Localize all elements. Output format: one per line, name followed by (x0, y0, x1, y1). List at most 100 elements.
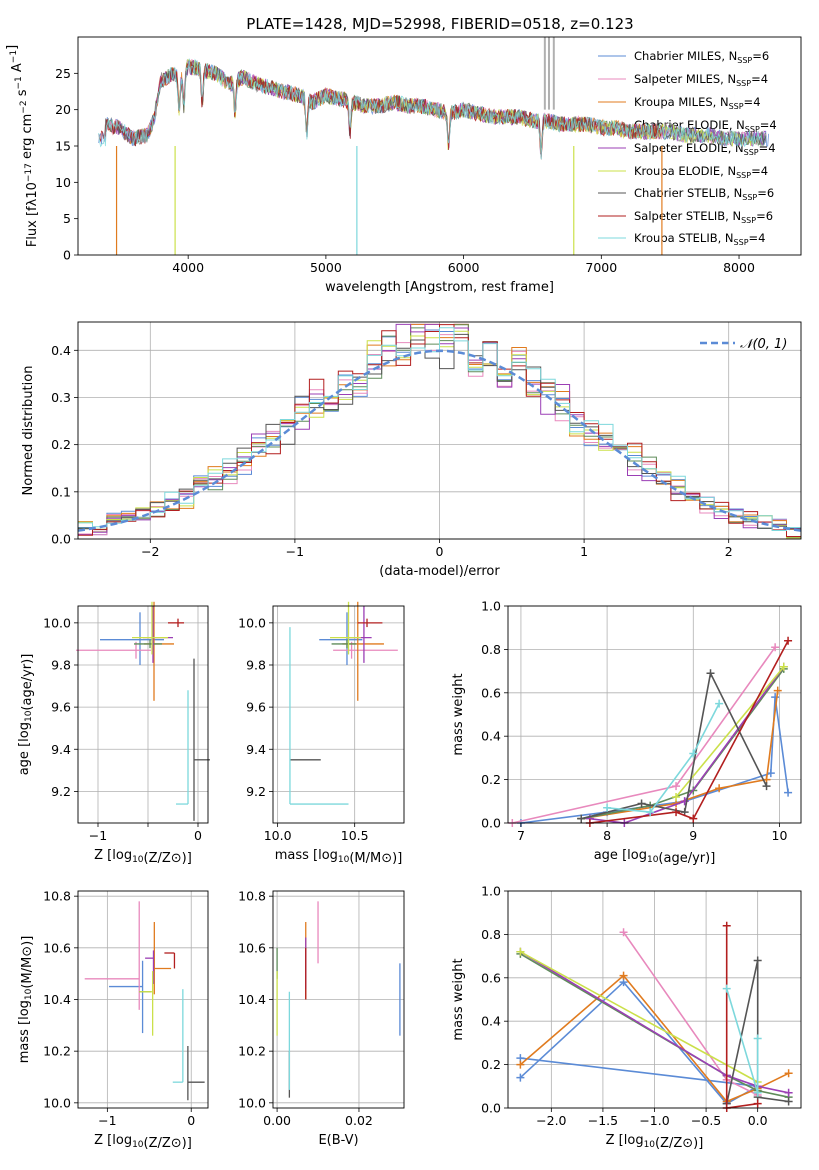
weight-point-marker (715, 784, 724, 793)
x-tick-label: −2.0 (536, 1113, 566, 1128)
legend-label: Chabrier STELIB, NSSP=6 (634, 186, 774, 202)
weight-point-marker (784, 788, 793, 797)
weight-point-marker (672, 808, 681, 817)
normal-curve-label: 𝒩(0, 1) (740, 337, 787, 352)
x-tick-label: −1.0 (639, 1113, 669, 1128)
legend-entry: Salpeter MILES, NSSP=4 (598, 72, 768, 88)
weight-point-marker (753, 956, 762, 965)
age-vs-Z-axes: −1 0 9.2 9.4 9.6 9.8 10.0 Z [log10(Z/Z⊙)] age [l… (17, 605, 209, 866)
weight-point-marker (753, 1034, 762, 1043)
y-tick-label: 10.0 (238, 615, 266, 630)
y-tick-label: 10.0 (43, 1095, 71, 1110)
legend-entry: Salpeter STELIB, NSSP=6 (598, 209, 773, 225)
legend-label: Salpeter ELODIE, NSSP=4 (634, 141, 776, 157)
weight-point-marker (715, 699, 724, 708)
y-tick-label: 0.6 (481, 970, 501, 985)
x-tick-label: 1 (580, 544, 588, 559)
x-tick-label: 9 (689, 828, 697, 843)
residual-histogram (78, 327, 801, 531)
x-tick-label: 6000 (448, 260, 480, 275)
weight-point-marker (753, 1099, 762, 1108)
x-axis-label: age [log10(age/yr)] (594, 848, 716, 866)
x-axis-label: (data-model)/error (379, 564, 500, 579)
y-tick-label: 0.0 (481, 1101, 501, 1116)
weight-point-marker (577, 814, 586, 823)
figure-title: PLATE=1428, MJD=52998, FIBERID=0518, z=0… (246, 15, 633, 33)
mass-vs-EBV-axes: 0.00 0.02 10.0 10.2 10.4 10.6 10.8 E(B-V) (238, 889, 405, 1148)
legend-entry: Chabrier STELIB, NSSP=6 (598, 186, 774, 202)
weight-series-line (675, 666, 785, 798)
y-tick-label: 20 (55, 102, 71, 117)
x-tick-label: 8000 (723, 260, 755, 275)
weight-point-marker (672, 782, 681, 791)
weight-point-marker (771, 643, 780, 652)
massweight-vs-age-axes: 7 8 9 10 0.0 0.2 0.4 0.6 0.8 1.0 age [log10(age/yr… (451, 599, 802, 866)
massweight-vs-Z-axes: −2.0 −1.5 −1.0 −0.5 0.0 0.0 0.2 0.4 0.6 0.8 1.0 Z [… (451, 884, 802, 1151)
y-tick-label: 10.0 (43, 615, 71, 630)
x-tick-label: 4000 (172, 260, 204, 275)
weight-point-marker (766, 769, 775, 778)
legend-label: Kroupa MILES, NSSP=4 (634, 95, 761, 111)
weight-point-marker (779, 662, 788, 671)
normal-curve (77, 349, 802, 532)
x-tick-label: −0.5 (691, 1113, 721, 1128)
weight-point-marker (784, 1097, 793, 1106)
y-tick-label: 0.8 (481, 927, 501, 942)
residuals-axes: −2 −1 0 1 2 0.0 0.1 0.2 0.3 0.4 (data-model)/error… (21, 321, 802, 579)
x-tick-label: −2 (141, 544, 159, 559)
y-tick-label: 15 (55, 139, 71, 154)
y-tick-label: 0.0 (481, 816, 501, 831)
legend-entry: Salpeter ELODIE, NSSP=4 (598, 141, 776, 157)
x-tick-label: 0 (187, 1113, 195, 1128)
spectrum-panel (98, 37, 769, 255)
y-tick-label: 10.8 (43, 889, 71, 904)
weight-point-marker (516, 947, 525, 956)
y-axis-label: age [log10(age/yr)] (17, 654, 35, 776)
residuals-legend: 𝒩(0, 1) (700, 337, 787, 352)
weight-point-marker (603, 803, 612, 812)
y-tick-label: 0.4 (51, 343, 71, 358)
spectrum-axes: 4000 5000 6000 7000 8000 0 5 10 15 20 25 wavelength… (5, 36, 802, 295)
y-tick-label: 10.2 (43, 1044, 71, 1059)
y-tick-label: 0.2 (51, 437, 71, 452)
y-tick-label: 25 (55, 66, 71, 81)
y-tick-label: 1.0 (481, 599, 501, 614)
legend-entry: Kroupa ELODIE, NSSP=4 (598, 164, 768, 180)
y-tick-label: 9.6 (51, 700, 71, 715)
plot-frame (77, 605, 209, 824)
legend-label: Salpeter STELIB, NSSP=6 (634, 209, 773, 225)
mass-vs-Z-axes: −1 0 10.0 10.2 10.4 10.6 10.8 Z [log10(Z/Z⊙)] ma… (17, 889, 209, 1151)
y-tick-label: 10.8 (238, 889, 266, 904)
weight-point-marker (722, 921, 731, 930)
y-tick-label: 10.0 (238, 1095, 266, 1110)
y-axis-label: mass [log10(M/M⊙)] (17, 936, 35, 1064)
y-tick-label: 0.1 (51, 484, 71, 499)
y-tick-label: 10.6 (43, 940, 71, 955)
x-tick-label: 0.02 (345, 1113, 373, 1128)
massweight-vs-age-panel (508, 605, 801, 827)
x-tick-label: −1.5 (588, 1113, 618, 1128)
x-tick-label: 10.0 (264, 828, 292, 843)
y-tick-label: 9.2 (246, 784, 266, 799)
y-axis-label: mass weight (451, 673, 466, 755)
x-axis-label: wavelength [Angstrom, rest frame] (325, 280, 554, 295)
weight-point-marker (784, 1069, 793, 1078)
x-axis-label: mass [log10(M/M⊙)] (275, 848, 403, 866)
mass-vs-EBV-panel (273, 891, 404, 1108)
age-vs-mass-panel (273, 601, 404, 823)
x-tick-label: −1 (89, 828, 107, 843)
weight-point-marker (784, 1088, 793, 1097)
weight-point-marker (672, 792, 681, 801)
y-tick-label: 1.0 (481, 884, 501, 899)
y-tick-label: 9.2 (51, 784, 71, 799)
x-tick-label: −1 (286, 544, 304, 559)
x-tick-label: 10.5 (341, 828, 369, 843)
y-tick-label: 9.8 (246, 657, 266, 672)
weight-point-marker (722, 984, 731, 993)
y-tick-label: 0.2 (481, 772, 501, 787)
y-tick-label: 9.6 (246, 700, 266, 715)
y-tick-label: 10.4 (238, 992, 266, 1007)
age-vs-Z-panel (76, 601, 210, 823)
plot-frame (272, 605, 405, 824)
